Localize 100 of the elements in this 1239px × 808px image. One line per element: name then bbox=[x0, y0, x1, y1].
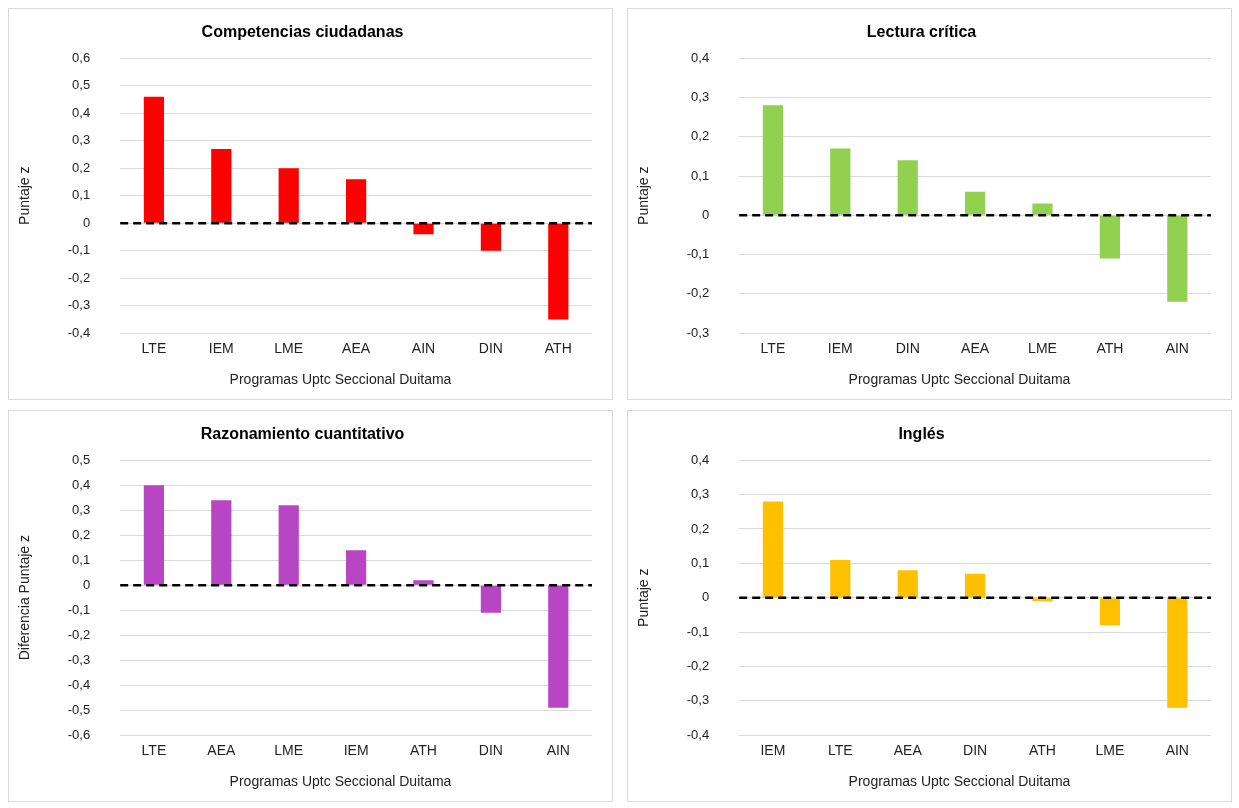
bar bbox=[830, 148, 851, 215]
x-axis-title: Programas Uptc Seccional Duitama bbox=[847, 371, 1072, 387]
y-tick-label: 0 bbox=[82, 214, 91, 230]
y-tick-label: 0,2 bbox=[691, 128, 710, 144]
bar bbox=[897, 160, 918, 215]
y-axis-title: Puntaje z bbox=[635, 166, 652, 225]
bar bbox=[143, 485, 165, 585]
x-tick-label: DIN bbox=[478, 340, 503, 357]
bar bbox=[143, 96, 165, 223]
x-tick-label: AIN bbox=[546, 742, 570, 759]
x-axis-title: Programas Uptc Seccional Duitama bbox=[228, 371, 453, 387]
x-tick-label: LME bbox=[274, 742, 304, 759]
y-tick-label: 0 bbox=[701, 206, 710, 222]
y-tick-label: -0,3 bbox=[686, 324, 710, 340]
y-tick-label: -0,1 bbox=[67, 601, 91, 617]
x-axis-title: Programas Uptc Seccional Duitama bbox=[847, 773, 1072, 789]
x-tick-label: LTE bbox=[760, 340, 786, 357]
x-tick-label: DIN bbox=[895, 340, 920, 357]
x-tick-label: LTE bbox=[141, 742, 167, 759]
x-tick-label: AIN bbox=[1165, 340, 1189, 357]
chart-title: Inglés bbox=[898, 425, 945, 443]
bar bbox=[548, 585, 569, 708]
y-tick-label: 0,3 bbox=[691, 486, 710, 502]
y-tick-label: 0,5 bbox=[72, 451, 91, 467]
y-tick-label: 0,5 bbox=[72, 77, 91, 93]
y-tick-label: 0,1 bbox=[72, 187, 91, 203]
y-tick-label: 0,3 bbox=[72, 501, 91, 517]
x-tick-label: LME bbox=[274, 340, 304, 357]
bar bbox=[1032, 203, 1053, 215]
x-tick-label: LTE bbox=[141, 340, 167, 357]
y-tick-label: -0,5 bbox=[67, 701, 91, 717]
x-tick-label: ATH bbox=[1029, 742, 1056, 759]
bar bbox=[480, 223, 502, 251]
y-tick-label: -0,3 bbox=[67, 297, 91, 313]
y-tick-label: 0,3 bbox=[691, 89, 710, 105]
bar bbox=[830, 559, 851, 598]
chart-title: Competencias ciudadanas bbox=[201, 23, 404, 41]
x-tick-label: DIN bbox=[963, 742, 988, 759]
x-tick-label: AIN bbox=[411, 340, 436, 357]
bar bbox=[211, 148, 232, 223]
x-tick-label: LME bbox=[1028, 340, 1057, 357]
bar bbox=[1099, 598, 1121, 626]
bar bbox=[345, 550, 367, 585]
x-tick-label: ATH bbox=[410, 742, 437, 759]
bar bbox=[211, 500, 232, 585]
y-tick-label: 0,2 bbox=[72, 526, 91, 542]
bar bbox=[762, 105, 784, 215]
x-tick-label: AEA bbox=[961, 340, 990, 357]
y-tick-label: -0,4 bbox=[686, 726, 710, 742]
bar bbox=[762, 501, 784, 598]
bar bbox=[1167, 215, 1188, 302]
bar bbox=[897, 570, 918, 598]
y-tick-label: -0,4 bbox=[67, 676, 91, 692]
x-tick-label: AEA bbox=[342, 340, 371, 357]
y-tick-label: -0,2 bbox=[686, 285, 710, 301]
x-tick-label: LTE bbox=[827, 742, 853, 759]
y-tick-label: 0,4 bbox=[72, 476, 91, 492]
y-tick-label: -0,2 bbox=[67, 626, 91, 642]
bar bbox=[548, 223, 569, 320]
bar bbox=[964, 573, 986, 598]
y-tick-label: 0,4 bbox=[72, 104, 91, 120]
y-tick-label: -0,2 bbox=[67, 269, 91, 285]
y-axis-title: Diferencia Puntaje z bbox=[16, 535, 33, 661]
y-axis-title: Puntaje z bbox=[635, 568, 652, 627]
y-tick-label: 0,2 bbox=[691, 520, 710, 536]
chart-title: Lectura crítica bbox=[866, 23, 977, 41]
y-tick-label: -0,1 bbox=[67, 242, 91, 258]
y-tick-label: 0,3 bbox=[72, 132, 91, 148]
y-tick-label: 0 bbox=[82, 576, 91, 592]
bar bbox=[1099, 215, 1121, 259]
x-tick-label: ATH bbox=[1096, 340, 1124, 357]
x-tick-label: AIN bbox=[1165, 742, 1189, 759]
y-tick-label: -0,6 bbox=[67, 726, 91, 742]
y-tick-label: 0,2 bbox=[72, 159, 91, 175]
y-tick-label: -0,3 bbox=[686, 692, 710, 708]
y-tick-label: -0,1 bbox=[686, 623, 710, 639]
x-tick-label: AEA bbox=[207, 742, 236, 759]
y-tick-label: 0 bbox=[701, 589, 710, 605]
x-tick-label: LME bbox=[1095, 742, 1125, 759]
x-axis-title: Programas Uptc Seccional Duitama bbox=[228, 773, 453, 789]
bar bbox=[278, 505, 299, 585]
x-tick-label: DIN bbox=[478, 742, 503, 759]
bar bbox=[278, 168, 299, 223]
y-tick-label: 0,4 bbox=[691, 49, 710, 65]
x-tick-label: IEM bbox=[208, 340, 234, 357]
x-tick-label: ATH bbox=[544, 340, 572, 357]
y-tick-label: 0,1 bbox=[72, 551, 91, 567]
y-axis-title: Puntaje z bbox=[16, 166, 33, 225]
x-tick-label: IEM bbox=[343, 742, 369, 759]
x-tick-label: IEM bbox=[827, 340, 853, 357]
y-tick-label: 0,1 bbox=[691, 167, 710, 183]
y-tick-label: 0,4 bbox=[691, 451, 710, 467]
y-tick-label: -0,1 bbox=[686, 246, 710, 262]
bar bbox=[413, 223, 434, 235]
chart-title: Razonamiento cuantitativo bbox=[200, 425, 405, 443]
x-tick-label: IEM bbox=[760, 742, 786, 759]
x-tick-label: AEA bbox=[893, 742, 923, 759]
y-tick-label: -0,3 bbox=[67, 651, 91, 667]
y-tick-label: 0,1 bbox=[691, 554, 710, 570]
bar bbox=[480, 585, 502, 613]
